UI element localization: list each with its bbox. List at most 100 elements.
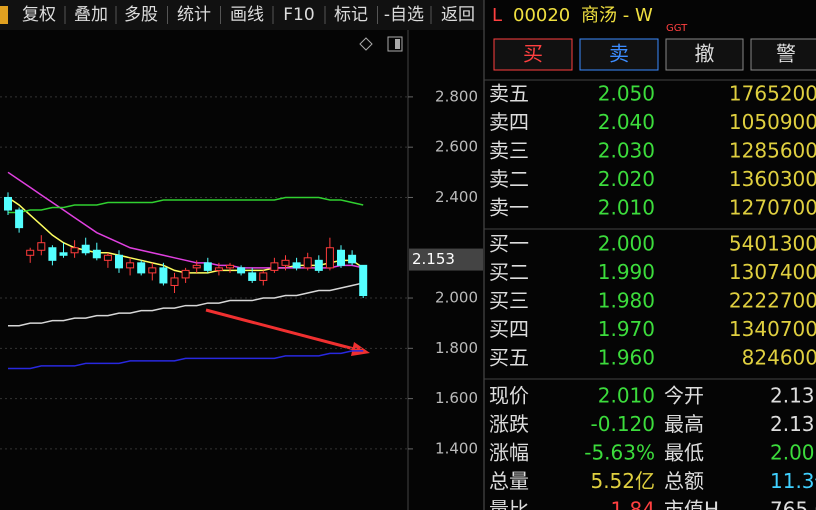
diamond-icon[interactable] bbox=[359, 37, 373, 51]
candle-body bbox=[270, 262, 279, 271]
stat-label: 最低 bbox=[664, 441, 704, 465]
candle-body bbox=[237, 267, 246, 274]
toolbar-button[interactable]: 画线 bbox=[230, 5, 264, 25]
candle-body bbox=[92, 249, 101, 259]
candle-body bbox=[4, 196, 12, 211]
book-label: 卖一 bbox=[489, 196, 529, 220]
stat-label: 今开 bbox=[664, 384, 704, 408]
moving-average bbox=[8, 282, 364, 327]
toolbar-button[interactable]: 多股 bbox=[124, 5, 158, 25]
candle-body bbox=[48, 247, 57, 261]
candle-body bbox=[337, 249, 345, 266]
trade-button[interactable] bbox=[579, 38, 659, 71]
market-tag: GGT bbox=[666, 23, 688, 34]
toolbar-button[interactable]: 标记 bbox=[334, 5, 368, 25]
candle-body bbox=[37, 242, 46, 251]
trade-button[interactable] bbox=[750, 38, 816, 71]
candle-body bbox=[281, 259, 290, 266]
stock-name: 商汤 - W bbox=[581, 5, 653, 26]
candle-body bbox=[226, 264, 234, 269]
book-price: 2.040 bbox=[598, 110, 655, 134]
stat-label: 总量 bbox=[489, 469, 529, 493]
book-price: 2.020 bbox=[598, 167, 655, 191]
toolbar-button[interactable]: F10 bbox=[283, 5, 314, 25]
candle-body bbox=[148, 267, 157, 274]
book-volume: 1360300 bbox=[729, 167, 816, 191]
book-volume: 1050900 bbox=[729, 110, 816, 134]
book-label: 买二 bbox=[489, 260, 529, 284]
trade-button[interactable] bbox=[665, 38, 744, 71]
stat-value: 11.3亿 bbox=[770, 469, 816, 493]
candle-body bbox=[259, 272, 268, 281]
market-prefix: L bbox=[492, 5, 502, 26]
book-volume: 1270700 bbox=[729, 196, 816, 220]
candle-body bbox=[26, 249, 35, 256]
last-price-label: 2.153 bbox=[412, 250, 455, 268]
trade-button-label[interactable]: 买 bbox=[523, 42, 543, 66]
panel-icon-fill bbox=[395, 39, 400, 49]
stat-label: 涨幅 bbox=[489, 441, 529, 465]
candle-body bbox=[70, 247, 79, 254]
stat-label: 总额 bbox=[664, 469, 704, 493]
stat-value: -5.63% bbox=[584, 441, 655, 465]
book-price: 1.970 bbox=[598, 317, 655, 341]
book-price: 2.000 bbox=[598, 232, 655, 256]
book-price: 2.010 bbox=[598, 196, 655, 220]
candle-body bbox=[59, 252, 68, 256]
book-label: 买五 bbox=[489, 346, 529, 370]
toolbar-button[interactable]: 复权 bbox=[22, 5, 56, 25]
stat-label: 涨跌 bbox=[489, 412, 529, 436]
moving-average bbox=[8, 196, 364, 214]
panel-icon[interactable] bbox=[387, 36, 403, 52]
book-price: 1.960 bbox=[598, 346, 655, 370]
candle-body bbox=[126, 262, 135, 269]
candle-body bbox=[81, 244, 90, 254]
candle-body bbox=[348, 254, 357, 264]
candle-body bbox=[325, 247, 334, 269]
stat-label: 最高 bbox=[664, 412, 704, 436]
book-volume: 5401300 bbox=[729, 232, 816, 256]
trade-button-label[interactable]: 警 bbox=[776, 42, 796, 66]
book-volume: 1340700 bbox=[729, 317, 816, 341]
stat-value: 1.84 bbox=[610, 498, 655, 510]
toolbar-button[interactable]: 统计 bbox=[177, 5, 211, 25]
toolbar-button[interactable]: 返回 bbox=[441, 5, 475, 25]
trade-button[interactable] bbox=[493, 38, 573, 71]
toolbar-button[interactable]: -自选 bbox=[384, 5, 424, 25]
book-volume: 824600 bbox=[742, 346, 816, 370]
book-price: 2.050 bbox=[598, 82, 655, 106]
toolbar-icon bbox=[0, 6, 8, 24]
book-price: 2.030 bbox=[598, 139, 655, 163]
book-price: 1.990 bbox=[598, 260, 655, 284]
candle-body bbox=[15, 209, 24, 229]
candle-body bbox=[214, 267, 223, 271]
book-price: 1.980 bbox=[598, 289, 655, 313]
candle-body bbox=[192, 264, 201, 269]
y-tick-label: 2.400 bbox=[435, 188, 478, 206]
arrow bbox=[205, 308, 359, 352]
stock-code: 00020 bbox=[513, 5, 570, 26]
trade-button-label[interactable]: 撤 bbox=[695, 42, 715, 66]
toolbar-button[interactable]: 叠加 bbox=[74, 5, 108, 25]
stat-label: 量比 bbox=[489, 498, 529, 510]
trade-button-label[interactable]: 卖 bbox=[609, 42, 629, 66]
book-label: 买一 bbox=[489, 232, 529, 256]
book-label: 买四 bbox=[489, 317, 529, 341]
candle-body bbox=[248, 272, 257, 281]
stat-value: 2.010 bbox=[598, 384, 655, 408]
book-volume: 1307400 bbox=[729, 260, 816, 284]
book-volume: 1285600 bbox=[729, 139, 816, 163]
toolbar bbox=[0, 0, 484, 30]
candle-body bbox=[137, 262, 146, 274]
last-price-box bbox=[409, 248, 483, 271]
y-tick-label: 1.800 bbox=[435, 339, 478, 357]
y-tick-label: 2.600 bbox=[435, 138, 478, 156]
stat-label: 市值H bbox=[664, 498, 719, 510]
stat-label: 现价 bbox=[489, 384, 529, 408]
candle-body bbox=[292, 262, 301, 269]
arrow-head bbox=[351, 342, 370, 356]
book-label: 卖五 bbox=[489, 82, 529, 106]
book-label: 卖四 bbox=[489, 110, 529, 134]
y-tick-label: 1.600 bbox=[435, 389, 478, 407]
